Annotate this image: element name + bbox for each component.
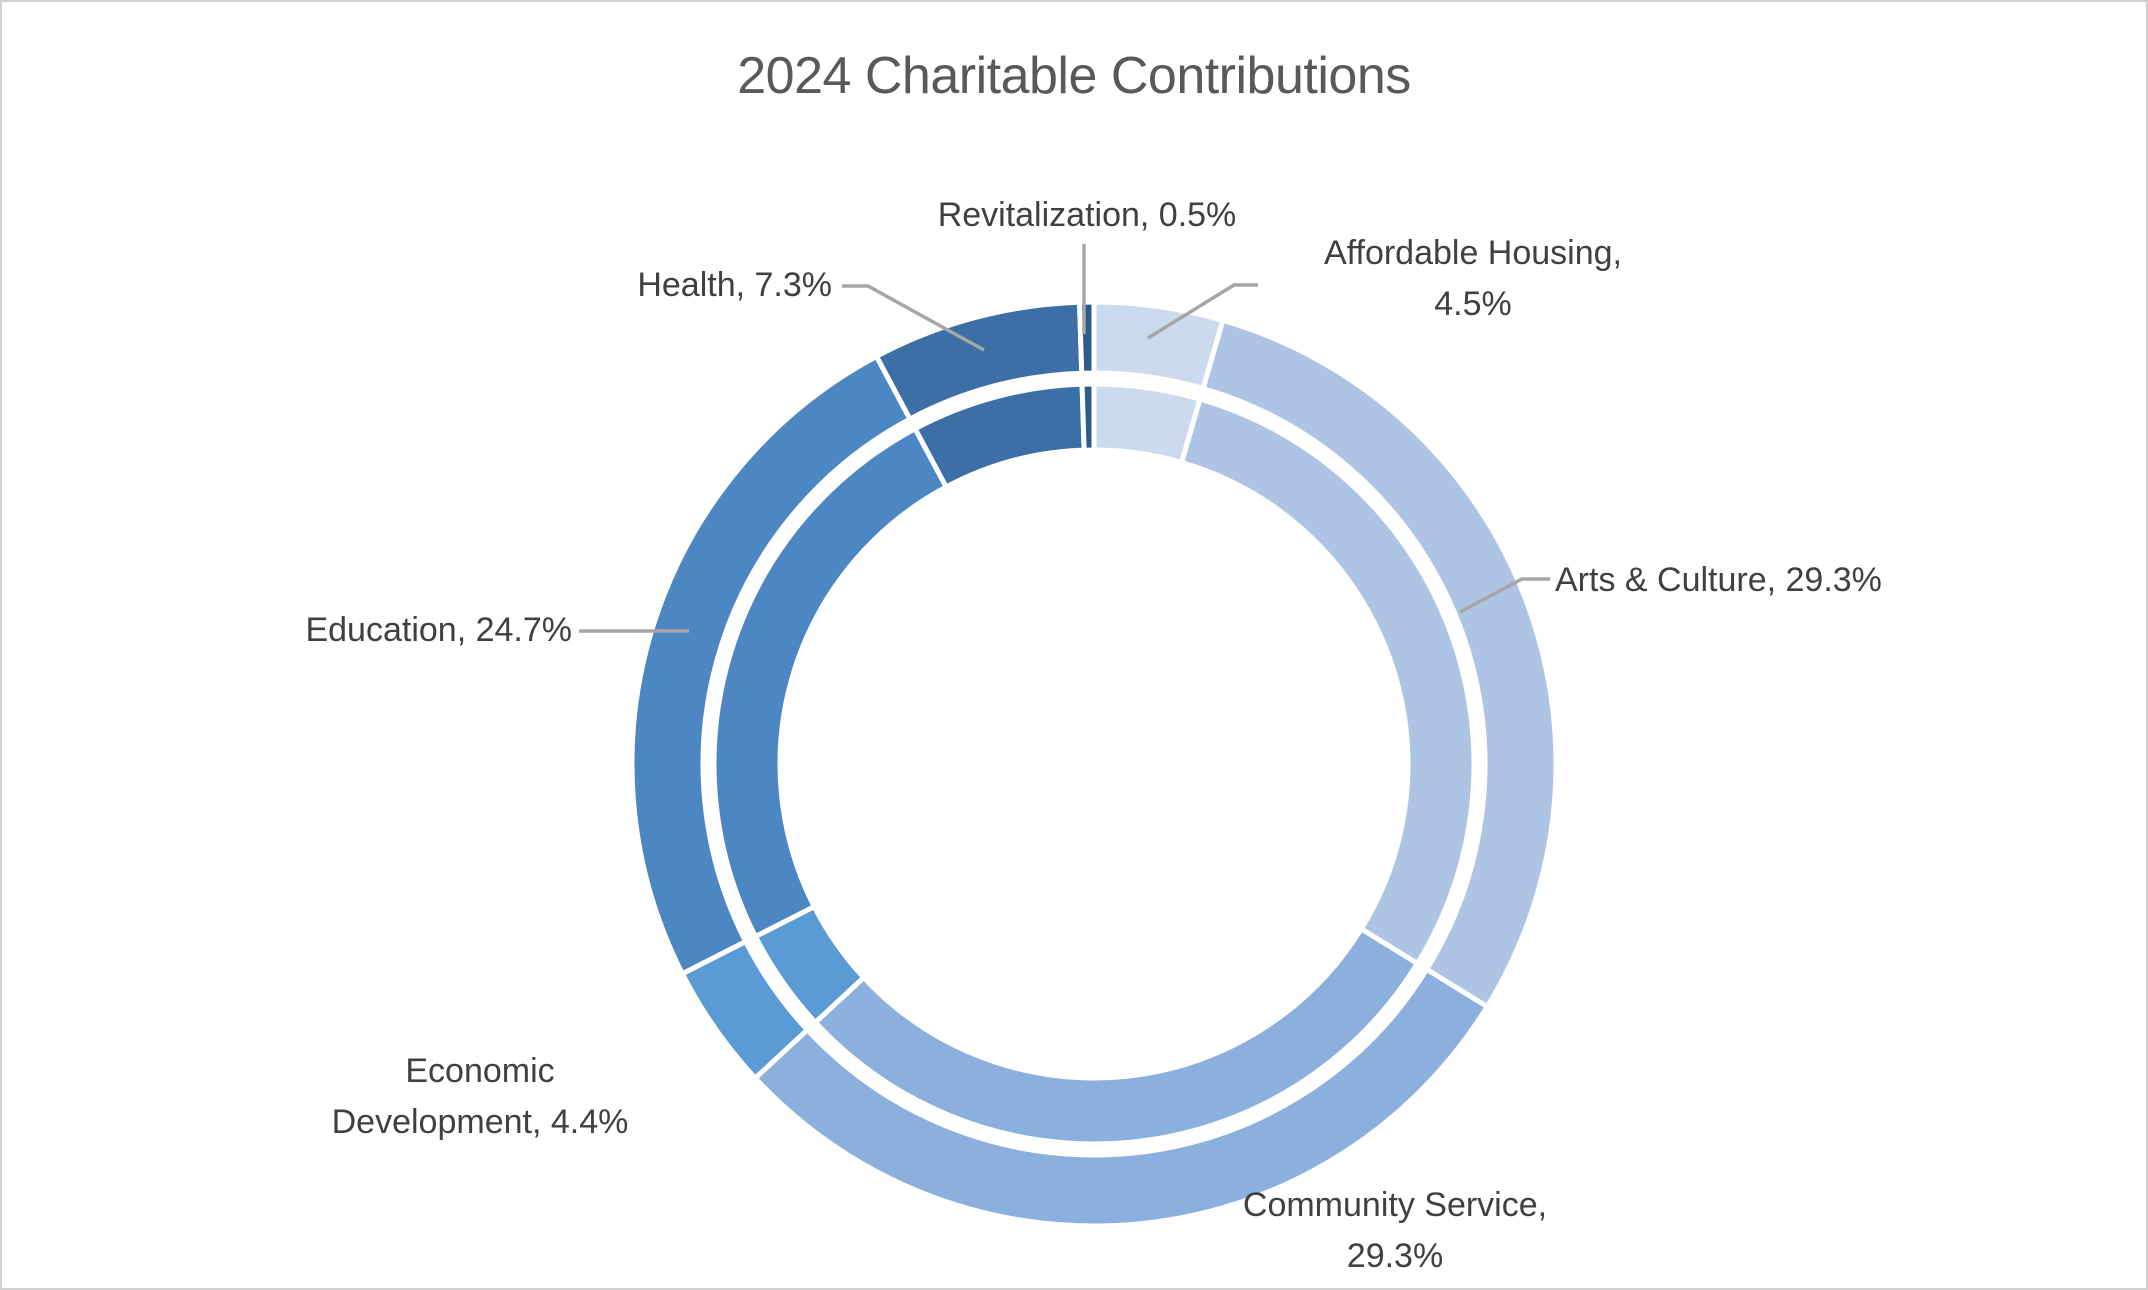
data-label-community-service: Community Service, 29.3% xyxy=(1242,1186,1548,1275)
slice-outer-revitalization[interactable] xyxy=(1076,299,1097,376)
data-label-health: Health, 7.3% xyxy=(637,266,832,304)
data-label-affordable-housing: Affordable Housing, 4.5% xyxy=(1323,234,1622,323)
data-label-revitalization: Revitalization, 0.5% xyxy=(937,196,1237,234)
data-label-economic-development: Economic Development, 4.4% xyxy=(331,1052,629,1141)
slice-inner-revitalization[interactable] xyxy=(1079,381,1097,453)
data-label-education: Education, 24.7% xyxy=(305,611,572,649)
leader-arts-culture xyxy=(1459,577,1550,614)
leader-health xyxy=(842,284,985,352)
data-label-arts-culture: Arts & Culture, 29.3% xyxy=(1555,561,1882,599)
chart-title: 2024 Charitable Contributions xyxy=(737,47,1411,105)
leader-affordable-housing xyxy=(1147,283,1258,340)
slice-outer-affordable-housing[interactable] xyxy=(1091,299,1226,392)
